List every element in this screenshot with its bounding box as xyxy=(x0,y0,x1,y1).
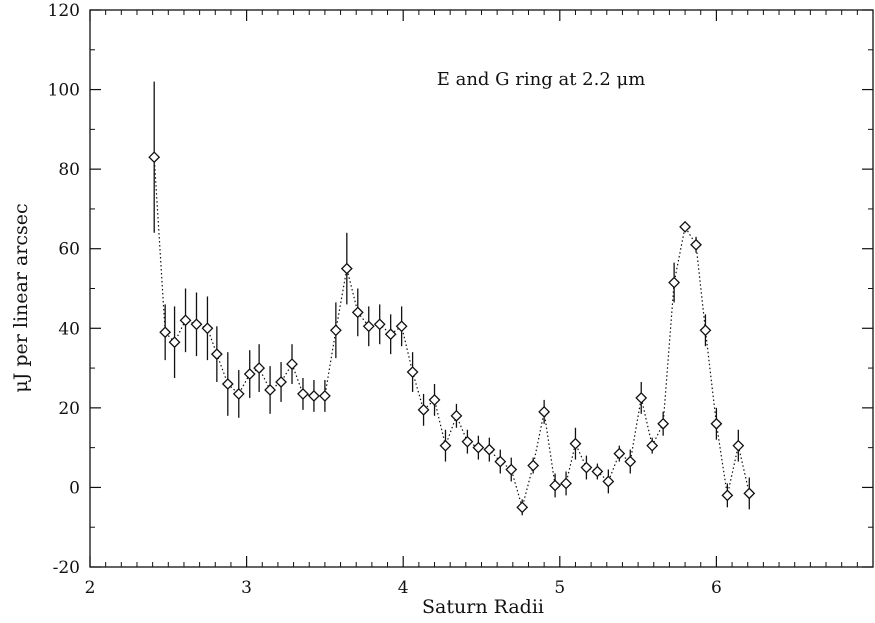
x-tick-label: 5 xyxy=(554,578,565,598)
data-point xyxy=(538,405,551,418)
data-point xyxy=(560,477,572,490)
x-tick-label: 2 xyxy=(85,578,96,598)
data-point xyxy=(439,439,452,452)
y-tick-label: 0 xyxy=(69,478,80,498)
series-line xyxy=(153,157,750,510)
data-point xyxy=(297,388,309,400)
data-point xyxy=(308,390,320,402)
plot-area: 2 3 4 5 6 -20 0 20 40 60 80 100 120 xyxy=(48,1,874,598)
data-point xyxy=(505,463,518,476)
data-point xyxy=(646,439,659,452)
data-point xyxy=(613,447,626,460)
data-point xyxy=(286,358,298,371)
data-point xyxy=(710,417,723,430)
data-point xyxy=(516,501,529,514)
data-point xyxy=(461,435,474,448)
data-point xyxy=(635,391,648,404)
data-point xyxy=(275,376,287,388)
data-point xyxy=(743,487,756,500)
y-tick-label: 100 xyxy=(48,81,80,101)
data-point xyxy=(329,324,342,337)
y-tick-label: 20 xyxy=(58,399,80,419)
data-point xyxy=(318,390,331,402)
data-point xyxy=(190,318,203,331)
data-point xyxy=(168,336,181,349)
data-point xyxy=(159,326,172,339)
data-point xyxy=(494,455,507,468)
data-point xyxy=(483,443,496,456)
data-point xyxy=(201,322,214,335)
data-point xyxy=(549,479,562,492)
data-point xyxy=(721,489,734,502)
data-point xyxy=(602,475,615,488)
data-point xyxy=(624,455,637,468)
data-point xyxy=(417,403,430,416)
data-point xyxy=(373,318,386,331)
x-axis-title: Saturn Radii xyxy=(422,596,544,618)
data-point xyxy=(221,378,234,390)
data-point xyxy=(472,441,485,454)
data-point xyxy=(232,388,245,400)
data-point xyxy=(264,384,277,396)
data-point xyxy=(210,348,223,361)
x-tick-label: 3 xyxy=(241,578,252,598)
data-point xyxy=(569,437,582,450)
chart-annotation: E and G ring at 2.2 μm xyxy=(437,69,646,90)
x-tick-label: 4 xyxy=(398,578,409,598)
data-point xyxy=(179,314,192,327)
data-point xyxy=(243,368,256,380)
data-point xyxy=(253,362,266,374)
data-point xyxy=(351,306,364,319)
data-point xyxy=(699,324,712,337)
data-point xyxy=(340,262,353,275)
y-axis-title: μJ per linear arcsec xyxy=(10,203,32,392)
plot-frame xyxy=(89,9,874,568)
x-tick-label: 6 xyxy=(711,578,722,598)
data-point xyxy=(384,328,397,341)
data-point xyxy=(732,439,745,452)
data-point xyxy=(527,459,540,472)
y-tick-label: 60 xyxy=(58,240,80,260)
data-point xyxy=(580,461,593,474)
data-point xyxy=(591,465,604,478)
data-point xyxy=(657,417,670,430)
data-point xyxy=(406,366,419,378)
data-point xyxy=(668,276,681,289)
data-point xyxy=(428,393,441,406)
y-tick-label: 120 xyxy=(48,1,80,21)
y-tick-label: 80 xyxy=(58,160,80,180)
data-point xyxy=(395,320,408,333)
data-point xyxy=(679,220,691,233)
y-tick-label: 40 xyxy=(58,319,80,339)
data-point xyxy=(450,409,463,422)
data-point xyxy=(148,151,161,164)
y-tick-label: -20 xyxy=(53,558,80,578)
data-point xyxy=(690,238,702,251)
data-point xyxy=(362,320,375,333)
